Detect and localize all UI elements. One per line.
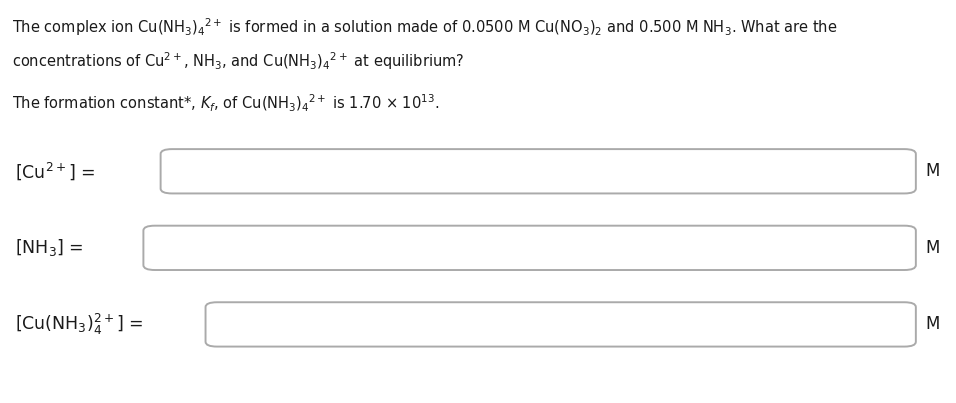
Text: $[\mathrm{Cu^{2+}}]$ =: $[\mathrm{Cu^{2+}}]$ =: [15, 160, 96, 182]
FancyBboxPatch shape: [143, 226, 916, 270]
Text: M: M: [925, 162, 940, 180]
FancyBboxPatch shape: [161, 149, 916, 193]
Text: $[\mathrm{Cu(NH_3)_4^{2+}}]$ =: $[\mathrm{Cu(NH_3)_4^{2+}}]$ =: [15, 312, 143, 337]
Text: concentrations of Cu$^{2+}$, NH$_3$, and Cu(NH$_3$)$_4$$^{2+}$ at equilibrium?: concentrations of Cu$^{2+}$, NH$_3$, and…: [12, 50, 465, 72]
Text: The complex ion Cu(NH$_3$)$_4$$^{2+}$ is formed in a solution made of 0.0500 M C: The complex ion Cu(NH$_3$)$_4$$^{2+}$ is…: [12, 16, 837, 38]
Text: M: M: [925, 316, 940, 333]
Text: $[\mathrm{NH_3}]$ =: $[\mathrm{NH_3}]$ =: [15, 237, 83, 258]
FancyBboxPatch shape: [206, 302, 916, 347]
Text: M: M: [925, 239, 940, 257]
Text: The formation constant*, $K_f$, of Cu(NH$_3$)$_4$$^{2+}$ is 1.70 $\times$ 10$^{1: The formation constant*, $K_f$, of Cu(NH…: [12, 93, 440, 114]
